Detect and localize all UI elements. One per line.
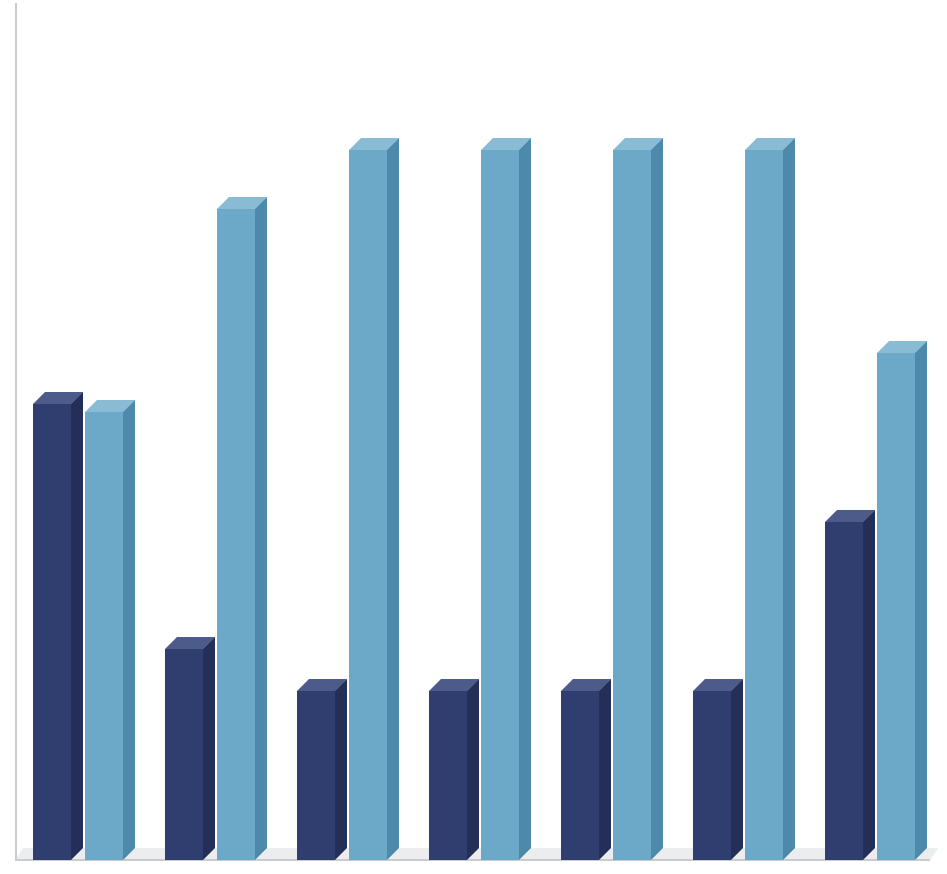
bar-front-a6: [825, 522, 863, 860]
bar-side-a3: [467, 679, 479, 860]
bar-front-a3: [429, 691, 467, 860]
bar-side-b2: [387, 138, 399, 860]
bar-side-b3: [519, 138, 531, 860]
bar-side-b0: [123, 400, 135, 860]
bar-side-b1: [255, 197, 267, 860]
bar-side-a5: [731, 679, 743, 860]
bar-side-a6: [863, 510, 875, 860]
bar-side-a1: [203, 637, 215, 860]
chart-stage: [0, 0, 947, 874]
bar-side-a4: [599, 679, 611, 860]
bar-side-b4: [651, 138, 663, 860]
bar-front-a0: [33, 404, 71, 860]
bar-front-b4: [613, 150, 651, 860]
bar-front-a1: [165, 649, 203, 860]
bar-side-a0: [71, 392, 83, 860]
bar-front-b6: [877, 353, 915, 860]
bar-front-a4: [561, 691, 599, 860]
bar-front-a2: [297, 691, 335, 860]
bar-side-b5: [783, 138, 795, 860]
bar-front-a5: [693, 691, 731, 860]
y-axis: [15, 3, 17, 860]
x-axis-baseline: [15, 859, 930, 861]
bar-side-b6: [915, 341, 927, 860]
bar-front-b3: [481, 150, 519, 860]
bar-front-b1: [217, 209, 255, 860]
bar-front-b2: [349, 150, 387, 860]
bar-side-a2: [335, 679, 347, 860]
bar-front-b0: [85, 412, 123, 860]
bar-front-b5: [745, 150, 783, 860]
